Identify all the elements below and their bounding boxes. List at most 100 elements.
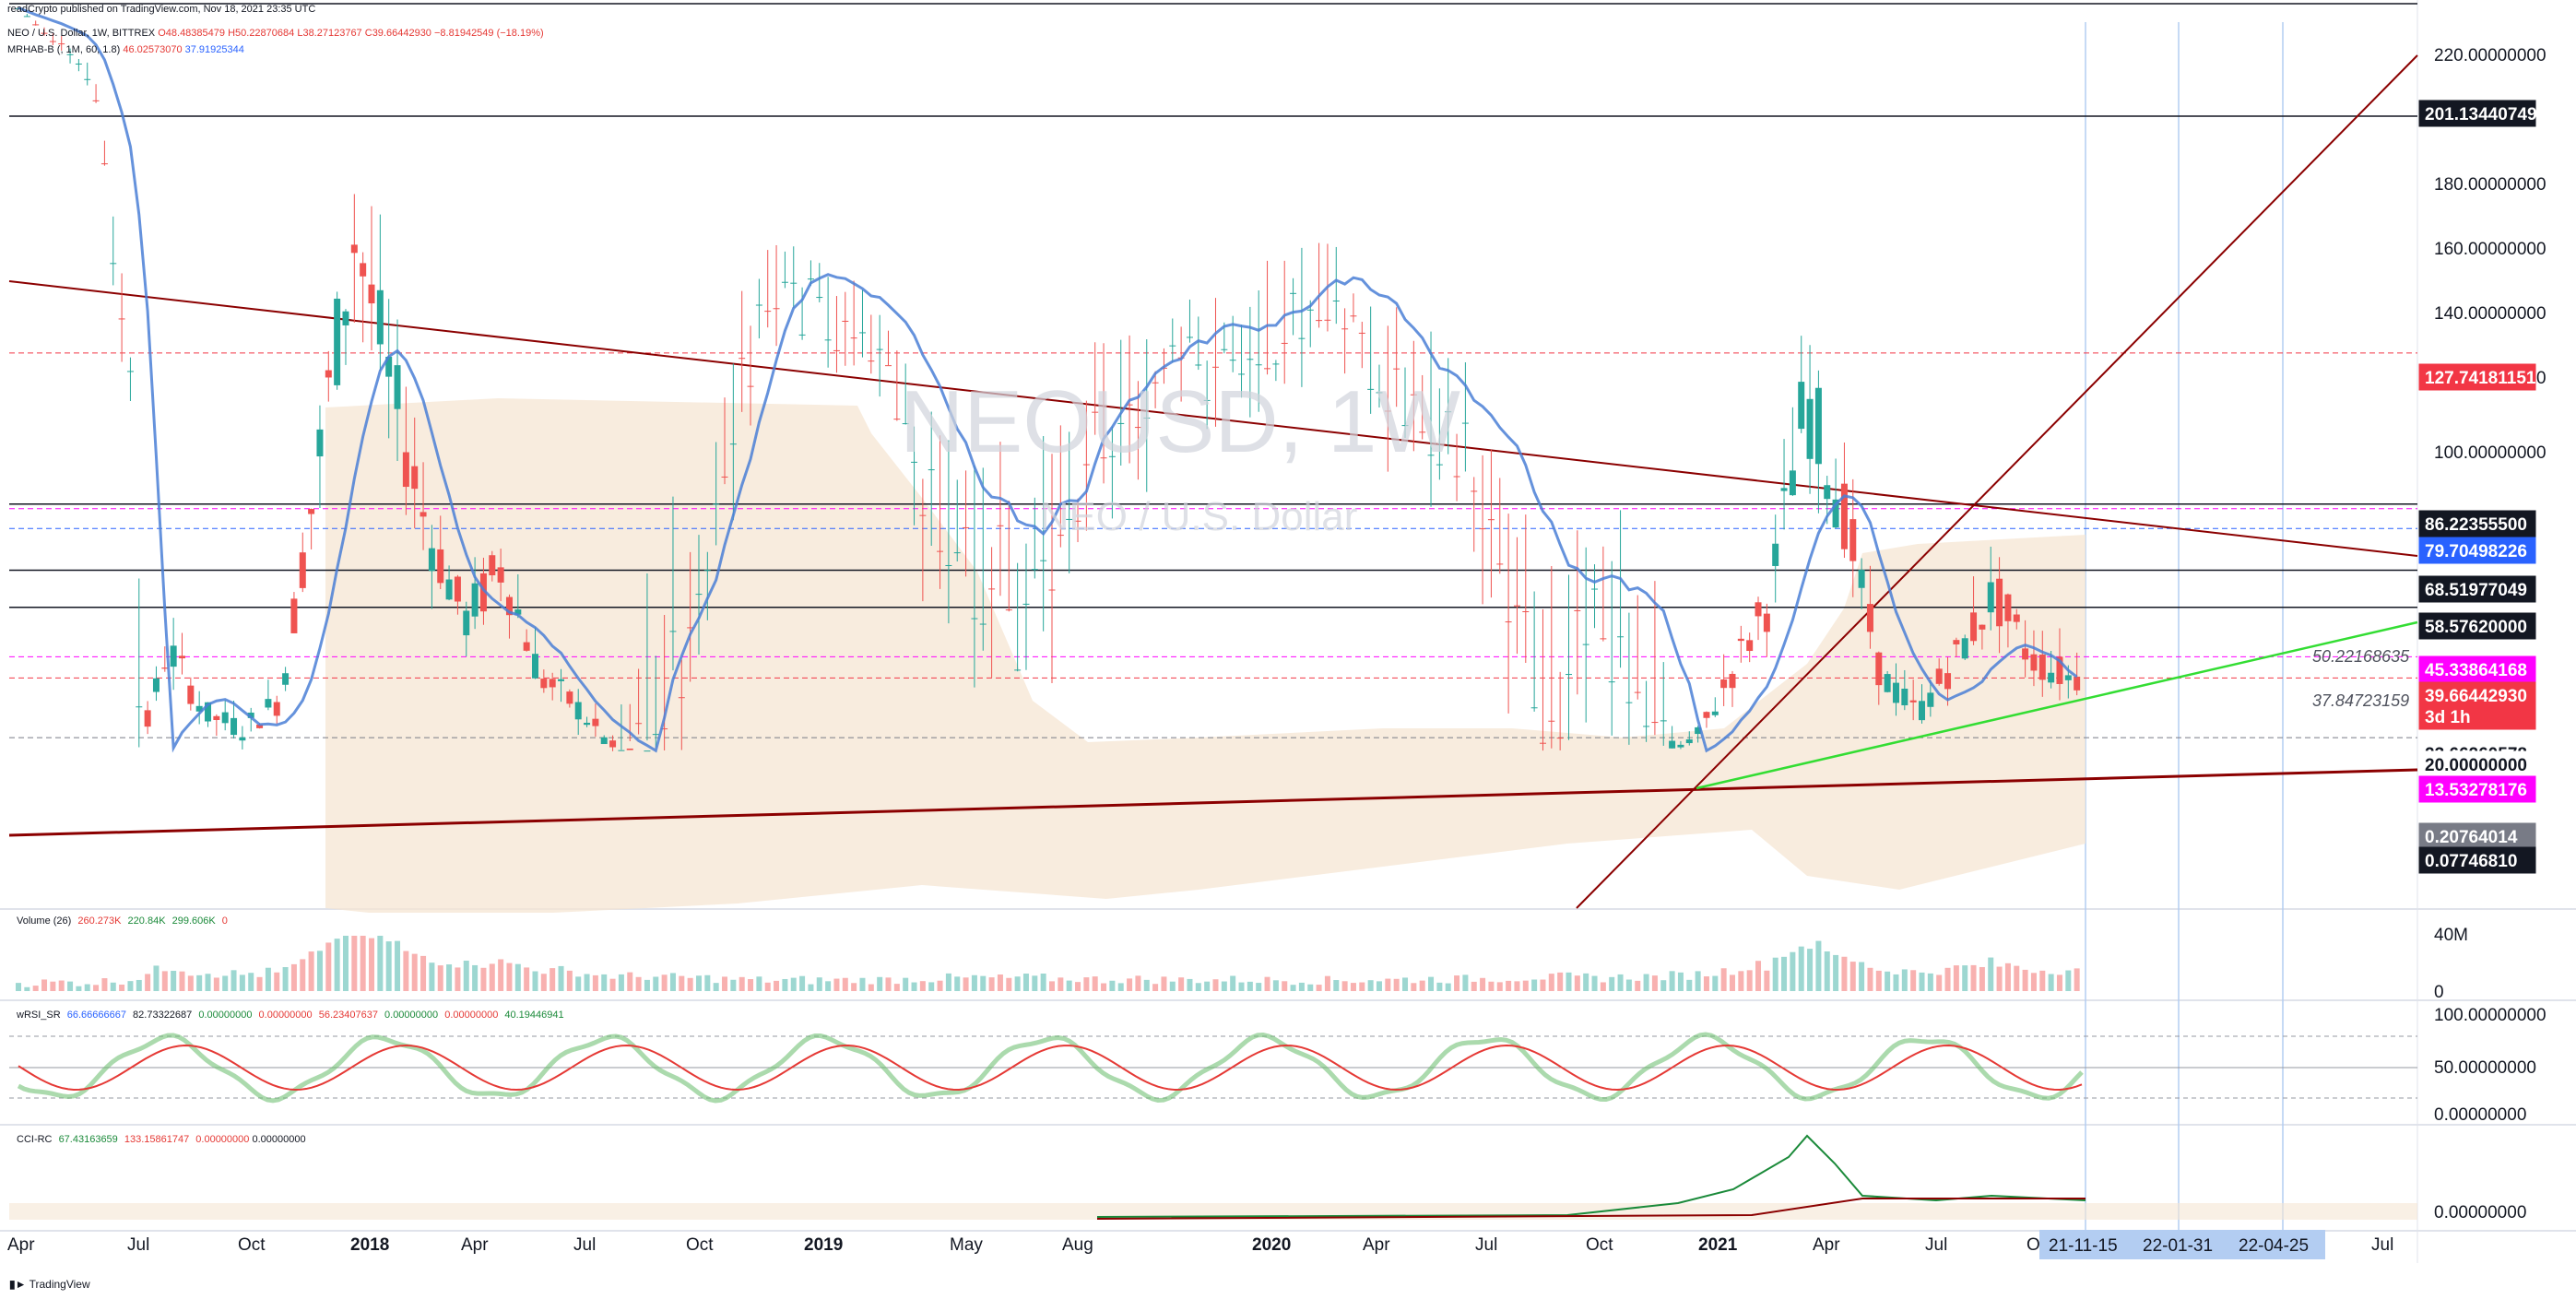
candle-body bbox=[1513, 605, 1520, 607]
volume-bar bbox=[1772, 957, 1778, 991]
volume-bar bbox=[549, 968, 556, 991]
volume-bar bbox=[1686, 979, 1693, 991]
candle-body bbox=[265, 699, 272, 708]
indicator-value-1: 46.02573070 bbox=[123, 44, 183, 55]
price-axis-tick-2: 160.00000000 bbox=[2434, 240, 2546, 259]
time-axis-label-5: Jul bbox=[573, 1235, 596, 1255]
volume-bar bbox=[282, 967, 289, 991]
candle-body bbox=[1203, 399, 1211, 401]
volume-bar bbox=[248, 973, 254, 991]
candle-body bbox=[1247, 359, 1254, 360]
volume-bar bbox=[764, 982, 771, 991]
candle-body bbox=[971, 618, 978, 620]
candle-body bbox=[402, 452, 409, 488]
candle-body bbox=[1436, 464, 1443, 466]
volume-bar bbox=[1454, 975, 1460, 991]
time-highlight-bg-0 bbox=[2039, 1230, 2135, 1259]
candle-body bbox=[1806, 398, 1814, 459]
candle-body bbox=[729, 443, 737, 445]
candle-body bbox=[1419, 431, 1426, 433]
volume-bar bbox=[1049, 981, 1055, 991]
volume-bar bbox=[1282, 981, 1288, 991]
volume-bar bbox=[575, 976, 582, 991]
volume-bar bbox=[1841, 956, 1848, 991]
volume-legend[interactable]: Volume (26) 260.273K 220.84K 299.606K 0 bbox=[17, 915, 228, 927]
volume-bar bbox=[1979, 966, 1985, 991]
volume-bar bbox=[205, 974, 211, 991]
candle-body bbox=[256, 724, 264, 728]
cci-legend[interactable]: CCI-RC 67.43163659 133.15861747 0.000000… bbox=[17, 1134, 306, 1145]
volume-bar bbox=[437, 965, 443, 991]
volume-bar bbox=[58, 980, 65, 991]
time-highlight-label-2: 22-04-25 bbox=[2239, 1236, 2309, 1256]
candle-body bbox=[497, 567, 504, 583]
candle-body bbox=[239, 737, 246, 741]
candle-body bbox=[953, 552, 961, 554]
candle-body bbox=[273, 702, 280, 716]
candle-body bbox=[308, 509, 315, 514]
candle-body bbox=[41, 32, 48, 34]
published-note: readCrypto published on TradingView.com,… bbox=[7, 4, 316, 15]
volume-bar bbox=[1695, 971, 1701, 991]
time-axis-label-10: 2020 bbox=[1252, 1235, 1291, 1255]
volume-v3: 299.606K bbox=[171, 915, 216, 927]
candle-body bbox=[2064, 675, 2072, 680]
symbol-legend[interactable]: NEO / U.S. Dollar, 1W, BITTREX O48.48385… bbox=[7, 28, 544, 39]
candle-body bbox=[798, 334, 806, 336]
candle-body bbox=[471, 583, 479, 617]
volume-bar bbox=[316, 951, 323, 991]
candle-body bbox=[360, 263, 367, 277]
volume-bar bbox=[1807, 949, 1814, 991]
candle-body bbox=[1987, 582, 1994, 613]
candle-body bbox=[540, 679, 548, 689]
candle-body bbox=[126, 371, 134, 372]
ohlc-high: H50.22870684 bbox=[228, 28, 295, 39]
volume-bar bbox=[704, 974, 711, 991]
volume-bar bbox=[1127, 978, 1133, 991]
candle-body bbox=[1272, 363, 1280, 365]
candle-body bbox=[1737, 638, 1744, 642]
price-badge-text-3: 79.70498226 bbox=[2425, 542, 2527, 561]
candle-body bbox=[1350, 315, 1357, 317]
volume-bar bbox=[385, 941, 392, 991]
candle-body bbox=[902, 423, 909, 425]
volume-bar bbox=[1075, 982, 1081, 991]
volume-bar bbox=[1436, 982, 1443, 991]
volume-bar bbox=[919, 981, 926, 991]
volume-bar bbox=[187, 975, 194, 991]
rsi-legend[interactable]: wRSI_SR 66.66666667 82.73322687 0.000000… bbox=[17, 1010, 564, 1021]
candle-body bbox=[2030, 654, 2038, 671]
time-highlight-bg-2 bbox=[2229, 1230, 2325, 1259]
volume-bar bbox=[463, 961, 469, 991]
tradingview-brand[interactable]: ▮► TradingView bbox=[9, 1278, 90, 1291]
rsi-axis-mid: 50.00000000 bbox=[2434, 1058, 2536, 1078]
volume-bar bbox=[790, 977, 797, 991]
volume-bar bbox=[1496, 982, 1503, 991]
indicator-legend[interactable]: MRHAB-B (, 1M, 60, 1.8) 46.02573070 37.9… bbox=[7, 44, 244, 55]
volume-bar bbox=[1238, 982, 1245, 991]
volume-bar bbox=[119, 984, 125, 991]
volume-bar bbox=[1970, 964, 1977, 991]
rsi-v2: 0.00000000 bbox=[198, 1010, 253, 1021]
volume-bar bbox=[937, 980, 943, 991]
candle-body bbox=[669, 631, 677, 632]
candle-body bbox=[1798, 382, 1805, 430]
candle-body bbox=[1961, 638, 1968, 659]
price-badge-13 bbox=[2418, 846, 2536, 874]
candle-body bbox=[290, 598, 298, 633]
candle-body bbox=[1134, 427, 1141, 429]
volume-bar bbox=[1376, 981, 1382, 991]
price-badge-text-7: 39.66442930 bbox=[2425, 687, 2527, 706]
volume-bar bbox=[1152, 984, 1159, 991]
price-badge-0 bbox=[2418, 100, 2536, 127]
candle-body bbox=[1522, 611, 1530, 613]
price-badge-text-1: 127.74181151 bbox=[2425, 369, 2536, 388]
time-axis-label-7: 2019 bbox=[804, 1235, 843, 1255]
volume-bar bbox=[1316, 985, 1322, 991]
candle-body bbox=[1221, 348, 1228, 350]
candle-body bbox=[110, 263, 117, 265]
volume-bar bbox=[1522, 980, 1529, 991]
volume-bar bbox=[127, 981, 134, 991]
time-axis-label-8: May bbox=[950, 1235, 983, 1255]
